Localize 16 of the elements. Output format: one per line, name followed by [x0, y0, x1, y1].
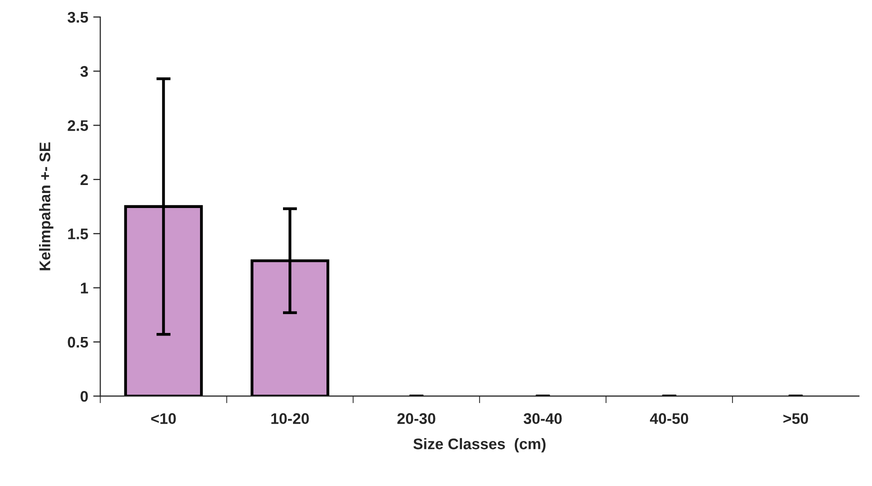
y-tick-label: 1.5	[68, 228, 88, 240]
y-tick-label: 1	[80, 282, 88, 294]
y-axis-title: Kelimpahan +- SE	[39, 142, 54, 270]
y-tick-label: 0.5	[68, 336, 88, 348]
x-tick-label: 10-20	[271, 413, 309, 424]
y-tick-label: 0	[80, 390, 88, 402]
y-tick-label: 2	[80, 174, 88, 186]
x-tick-label: 40-50	[650, 413, 688, 424]
x-tick-label: 30-40	[524, 413, 562, 424]
y-tick-label: 3	[80, 66, 88, 77]
x-axis-title: Size Classes (cm)	[413, 438, 546, 452]
x-tick-label: >50	[783, 413, 808, 424]
x-tick-label: <10	[151, 413, 176, 424]
y-tick-label: 3.5	[68, 12, 88, 23]
x-tick-label: 20-30	[397, 413, 436, 424]
y-tick-label: 2.5	[68, 120, 88, 132]
